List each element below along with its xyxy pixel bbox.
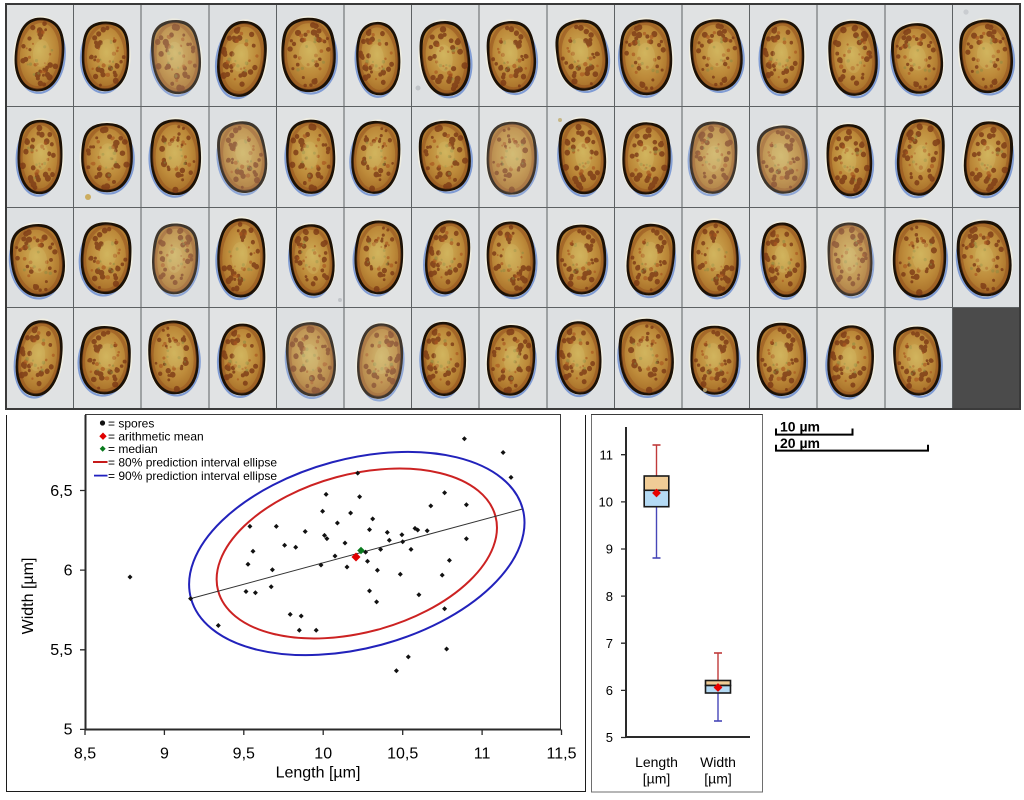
svg-text:Length: Length (635, 754, 678, 770)
svg-text:11: 11 (600, 447, 614, 462)
svg-text:= 80% prediction interval elli: = 80% prediction interval ellipse (108, 455, 277, 469)
svg-text:= median: = median (108, 442, 158, 456)
svg-text:[µm]: [µm] (704, 771, 732, 787)
svg-text:10 µm: 10 µm (780, 419, 820, 435)
svg-text:6,5: 6,5 (50, 483, 72, 500)
svg-text:9: 9 (160, 746, 169, 763)
svg-text:= arithmetic mean: = arithmetic mean (108, 430, 204, 444)
svg-text:6: 6 (64, 562, 73, 579)
svg-text:5: 5 (64, 722, 73, 739)
svg-text:= spores: = spores (108, 416, 154, 430)
svg-text:9,5: 9,5 (233, 746, 255, 763)
svg-text:5: 5 (606, 730, 613, 745)
svg-text:11,5: 11,5 (547, 746, 577, 763)
svg-text:6: 6 (606, 683, 613, 698)
svg-text:= 90% prediction interval elli: = 90% prediction interval ellipse (108, 469, 277, 483)
svg-text:5,5: 5,5 (50, 642, 72, 659)
svg-text:8: 8 (606, 589, 613, 604)
svg-text:9: 9 (606, 542, 613, 557)
svg-text:Width [µm]: Width [µm] (20, 558, 37, 635)
svg-text:Length [µm]: Length [µm] (276, 765, 361, 782)
svg-text:10: 10 (599, 495, 613, 510)
svg-text:7: 7 (606, 636, 613, 651)
svg-text:11: 11 (474, 746, 491, 763)
svg-text:8,5: 8,5 (74, 746, 96, 763)
svg-text:Width: Width (700, 754, 736, 770)
svg-text:20 µm: 20 µm (780, 435, 820, 451)
svg-text:[µm]: [µm] (643, 771, 671, 787)
svg-text:10,5: 10,5 (387, 746, 418, 763)
svg-text:10: 10 (314, 746, 332, 763)
